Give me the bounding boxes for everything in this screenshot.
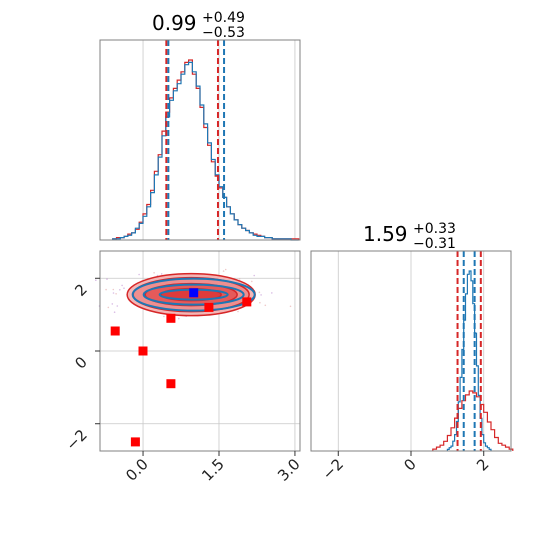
sample-dot — [107, 306, 110, 309]
sample-dot — [112, 288, 115, 291]
panel-3-xtick-label-1: 0 — [400, 455, 419, 474]
panel-2-xtick-label-2: 3.0 — [274, 455, 304, 485]
joint-scatter-panel: 0.0 1.5 3.0 2 0 −2 — [62, 250, 304, 485]
red-point-3 — [166, 379, 176, 389]
sample-dot — [115, 293, 117, 295]
red-point-6 — [242, 297, 252, 307]
panel-2-ytick-label-1: 0 — [71, 353, 90, 372]
sample-dot — [111, 303, 114, 305]
sample-dot — [160, 273, 163, 275]
sample-dot — [253, 274, 255, 277]
marginal-histogram-param-2: −2 0 2 — [310, 250, 514, 483]
panel-2-xtick-label-1: 1.5 — [198, 455, 228, 485]
sample-dot — [153, 272, 155, 274]
blue-contour-2 — [142, 283, 245, 306]
sample-dot — [258, 291, 261, 294]
title-param-2-minus: −0.31 — [413, 236, 456, 252]
red-point-2 — [166, 313, 176, 323]
sample-dot — [119, 289, 121, 291]
sample-dot — [251, 280, 253, 283]
panel-2-xtick-label-0: 0.0 — [122, 455, 152, 485]
sample-dot — [237, 310, 239, 313]
red-point-0 — [110, 326, 120, 336]
panel-3-hist-series-red — [432, 390, 514, 451]
sample-dot — [264, 304, 267, 307]
title-param-1-plus: +0.49 — [202, 10, 245, 26]
sample-dot — [138, 273, 140, 276]
sample-dot — [123, 287, 125, 290]
sample-dot — [112, 292, 115, 294]
marginal-histogram-param-1 — [99, 39, 301, 241]
red-point-4 — [130, 437, 140, 447]
blue-contour-outer — [131, 277, 256, 312]
sample-dot — [116, 305, 119, 307]
title-param-1-minus: −0.53 — [202, 25, 245, 41]
sample-dot — [178, 317, 180, 320]
sample-dot — [238, 278, 241, 280]
sample-dot — [113, 311, 116, 314]
panel-1-frame — [99, 39, 301, 241]
sample-dot — [260, 294, 262, 296]
red-point-1 — [138, 346, 148, 356]
red-point-5 — [204, 302, 214, 312]
panel-3-hist-series-blue — [446, 270, 492, 451]
sample-dot — [271, 292, 273, 294]
panel-1-background — [100, 40, 300, 240]
sample-dot — [95, 279, 97, 282]
sample-dot — [106, 278, 108, 280]
blue-point-0 — [189, 288, 199, 298]
sample-dot — [163, 315, 165, 318]
sample-dot — [224, 268, 227, 271]
panel-2-ytick-label-2: −2 — [62, 426, 90, 454]
title-param-2-value: 1.59 — [363, 222, 408, 246]
title-param-1-value: 0.99 — [152, 11, 197, 35]
panel-3-xtick-label-0: −2 — [319, 455, 347, 483]
panel-2-ytick-label-0: 2 — [71, 280, 90, 299]
sample-dot — [222, 270, 225, 272]
title-param-2-plus: +0.33 — [413, 221, 456, 237]
sample-dot — [105, 288, 107, 291]
sample-dot — [289, 305, 292, 308]
panel-1-hist-series-1 — [112, 61, 299, 241]
panel-3-xtick-label-2: 2 — [473, 455, 492, 474]
sample-dot — [259, 301, 261, 304]
sample-dot — [121, 284, 123, 287]
